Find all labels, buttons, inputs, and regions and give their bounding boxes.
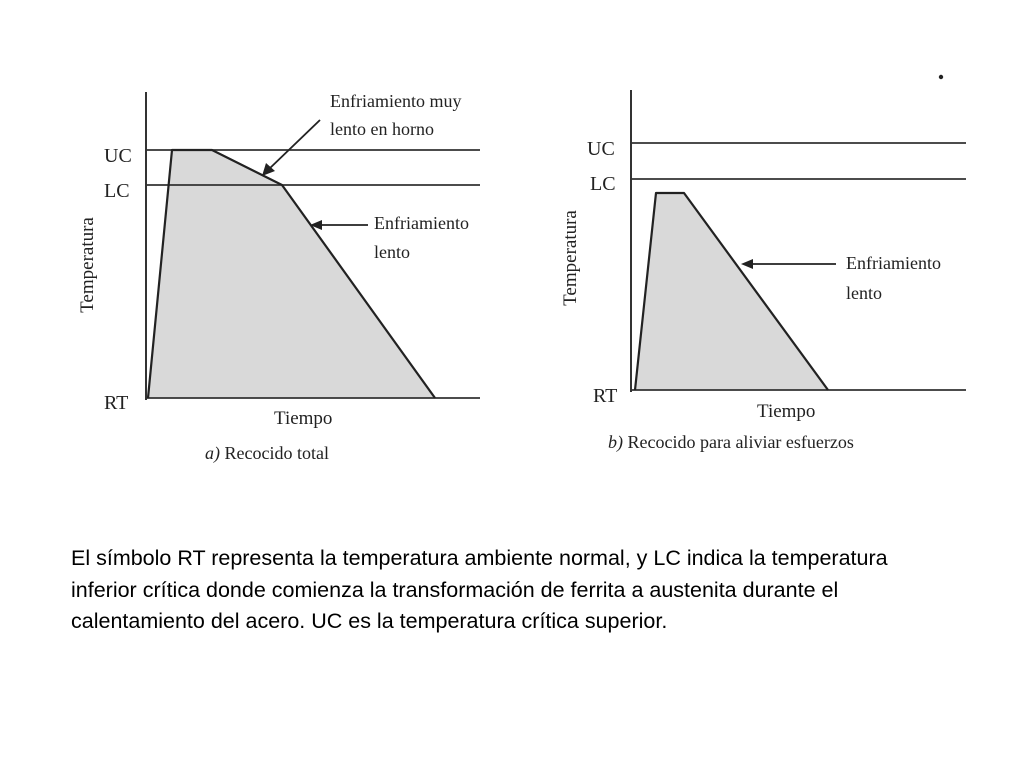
- process-curve: [146, 148, 436, 399]
- annotation-slow-line1: Enfriamiento: [374, 213, 469, 233]
- caption-letter: b): [608, 432, 623, 453]
- heat-treatment-area: [635, 193, 828, 390]
- rt-label: RT: [593, 385, 617, 407]
- x-axis-label: Tiempo: [274, 408, 332, 429]
- annotation-slow-line2: lento: [846, 283, 882, 303]
- annotation-slow-line2: lento: [374, 242, 410, 262]
- arrow-very-slow-cooling: [267, 119, 321, 171]
- lc-label: LC: [104, 180, 130, 202]
- diagram-caption: b) Recocido para aliviar esfuerzos: [608, 432, 854, 453]
- stray-mark: [938, 74, 944, 80]
- heat-treatment-area: [148, 150, 435, 398]
- annotation-very-slow-line1: Enfriamiento muy: [330, 91, 461, 111]
- annealing-diagrams: UC LC RT Temperatura Tiempo Enfriamiento…: [77, 74, 966, 464]
- explanation-text: El símbolo RT representa la temperatura …: [71, 546, 888, 633]
- arrowhead-very-slow-cooling: [262, 163, 275, 176]
- process-curve: [633, 191, 829, 391]
- diagram-full-annealing: UC LC RT Temperatura Tiempo Enfriamiento…: [77, 91, 480, 464]
- annotation-slow-line1: Enfriamiento: [846, 253, 941, 273]
- y-axis-label: Temperatura: [77, 217, 98, 313]
- arrowhead-slow-cooling: [741, 259, 753, 269]
- caption-letter: a): [205, 443, 220, 464]
- x-axis-label: Tiempo: [757, 401, 815, 422]
- caption-text: Recocido total: [220, 443, 329, 463]
- arrowhead-slow-cooling: [310, 220, 322, 230]
- diagram-stress-relief-annealing: UC LC RT Temperatura Tiempo Enfriamiento…: [560, 74, 966, 453]
- annotation-very-slow-line2: lento en horno: [330, 119, 434, 139]
- uc-label: UC: [104, 145, 132, 167]
- lc-label: LC: [590, 173, 616, 195]
- y-axis-label: Temperatura: [560, 210, 581, 306]
- caption-text: Recocido para aliviar esfuerzos: [623, 432, 854, 452]
- diagram-caption: a) Recocido total: [205, 443, 329, 464]
- uc-label: UC: [587, 138, 615, 160]
- rt-label: RT: [104, 392, 128, 414]
